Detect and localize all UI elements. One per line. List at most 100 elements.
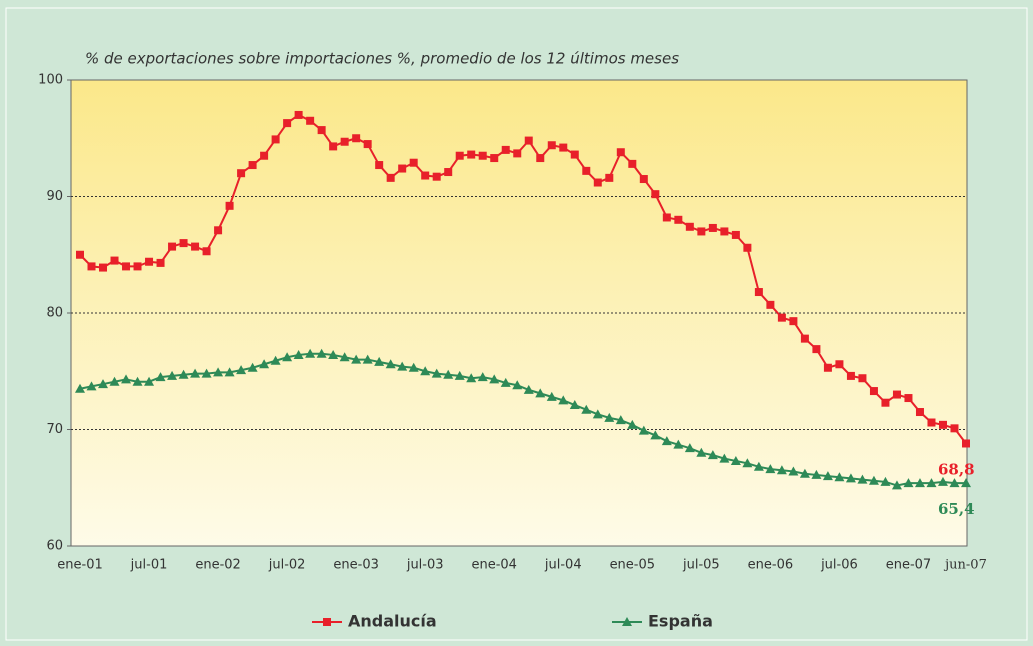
point	[845, 473, 856, 483]
point	[98, 379, 109, 389]
point	[915, 408, 924, 417]
point	[662, 213, 671, 222]
point	[788, 466, 799, 476]
point	[650, 430, 661, 440]
point	[524, 136, 533, 145]
point	[259, 359, 270, 369]
point	[179, 239, 188, 248]
point	[743, 243, 752, 252]
point	[328, 349, 339, 359]
value-label: 65,4	[938, 500, 975, 518]
point	[191, 242, 200, 251]
point	[697, 227, 706, 236]
point	[707, 450, 718, 460]
point	[949, 478, 960, 488]
frame	[5, 7, 1028, 641]
point	[500, 377, 511, 387]
point	[685, 222, 694, 231]
x-tick-label: jul-02	[268, 558, 306, 573]
point	[236, 365, 247, 375]
point	[546, 391, 557, 401]
point	[811, 469, 822, 479]
point	[317, 126, 326, 135]
point	[490, 154, 499, 163]
point	[145, 257, 154, 266]
point	[962, 439, 970, 448]
point	[593, 178, 602, 187]
point	[673, 439, 684, 449]
point	[155, 372, 166, 382]
point	[75, 383, 85, 393]
point	[76, 250, 84, 259]
point	[789, 317, 798, 326]
point	[684, 443, 695, 453]
legend-marker	[622, 617, 632, 626]
point	[834, 472, 845, 482]
point	[559, 143, 568, 152]
x-tick-label: jul-04	[544, 558, 582, 573]
point	[628, 159, 637, 168]
point	[489, 374, 500, 384]
x-tick-label: ene-02	[195, 558, 240, 573]
point	[708, 223, 717, 232]
point	[466, 373, 477, 383]
point	[202, 247, 211, 256]
point	[501, 145, 510, 154]
point	[892, 390, 901, 399]
point	[582, 166, 591, 175]
point	[306, 116, 315, 125]
point	[857, 474, 868, 484]
point	[605, 173, 614, 182]
y-tick-label: 60	[46, 539, 63, 554]
point	[558, 395, 569, 405]
point	[271, 135, 280, 144]
point	[776, 465, 787, 475]
point	[248, 161, 257, 170]
point	[858, 374, 867, 383]
point	[121, 374, 132, 384]
x-tick-label: jul-06	[820, 558, 858, 573]
point	[110, 256, 119, 265]
legend-label: España	[648, 612, 713, 631]
point	[420, 366, 431, 376]
point	[363, 140, 372, 149]
point	[926, 478, 937, 488]
point	[581, 404, 592, 414]
point	[927, 418, 936, 427]
point	[237, 169, 246, 178]
point	[167, 370, 178, 380]
point	[213, 367, 224, 377]
point	[904, 394, 913, 403]
point	[880, 476, 891, 486]
point	[224, 367, 235, 377]
point	[868, 475, 879, 485]
point	[765, 464, 776, 474]
point	[156, 258, 165, 267]
point	[397, 361, 408, 371]
point	[570, 150, 579, 159]
point	[799, 468, 810, 478]
point	[109, 376, 120, 386]
point	[937, 476, 948, 486]
point	[823, 363, 832, 372]
point	[225, 201, 234, 210]
point	[375, 161, 384, 170]
point	[316, 348, 327, 358]
point	[569, 400, 580, 410]
y-tick-label: 90	[46, 189, 63, 204]
point	[696, 447, 707, 457]
point	[293, 349, 304, 359]
point	[800, 334, 809, 343]
point	[340, 137, 349, 146]
point	[408, 362, 419, 372]
point	[398, 164, 407, 173]
x-tick-label: ene-03	[333, 558, 378, 573]
x-tick-label: jun-07	[943, 558, 987, 573]
point	[869, 387, 878, 396]
point	[168, 242, 177, 251]
point	[351, 354, 362, 364]
point	[638, 425, 649, 435]
point	[535, 388, 546, 398]
legend-marker	[323, 618, 331, 626]
